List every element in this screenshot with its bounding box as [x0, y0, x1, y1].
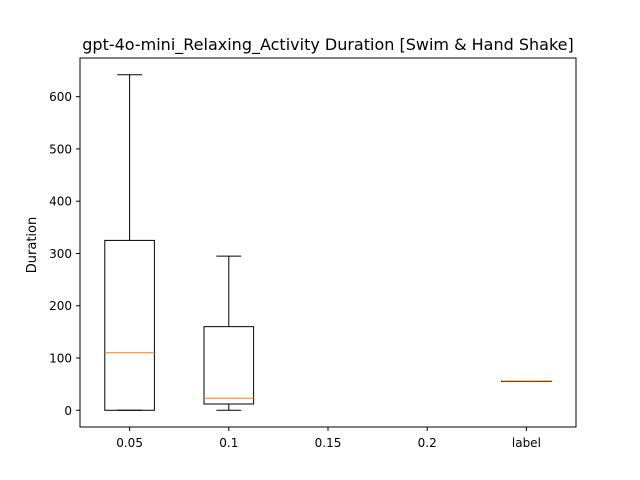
- plot-frame: [79, 57, 577, 428]
- box-iqr: [203, 326, 255, 405]
- y-tick-label: 600: [49, 90, 72, 104]
- y-tick-label: 0: [64, 404, 72, 418]
- y-axis-label: Duration: [25, 217, 40, 273]
- y-tick-label: 400: [49, 195, 72, 209]
- x-tick-label: label: [512, 436, 541, 450]
- y-tick-label: 500: [49, 142, 72, 156]
- chart-title: gpt-4o-mini_Relaxing_Activity Duration […: [82, 35, 573, 55]
- x-tick-label: 0.15: [315, 436, 342, 450]
- box-iqr: [104, 239, 155, 411]
- x-tick-label: 0.1: [219, 436, 238, 450]
- x-tick-label: 0.2: [418, 436, 437, 450]
- y-tick-label: 200: [49, 299, 72, 313]
- y-tick-label: 300: [49, 247, 72, 261]
- x-tick-label: 0.05: [116, 436, 143, 450]
- plot-area: 0 100 200 300 400 500 600 0.05 0.1 0.15 0.2 label: [49, 74, 552, 450]
- y-tick-label: 100: [49, 352, 72, 366]
